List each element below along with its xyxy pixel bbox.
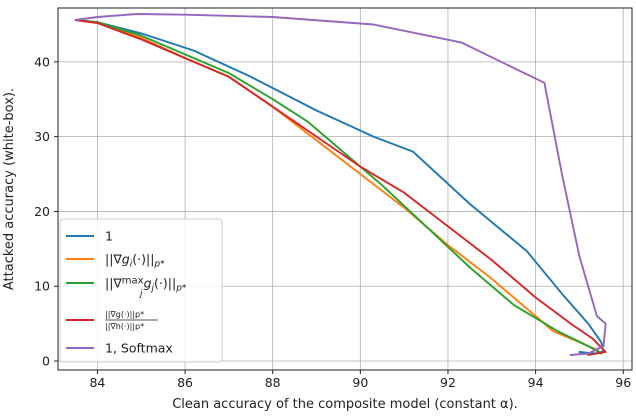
- legend: 1 ||∇gi(·)||p* ||∇maxgj(·)||p*j ||∇g(·)||p*…: [59, 218, 223, 363]
- y-tick-label: 0: [42, 354, 50, 369]
- series-line-4: [74, 13, 607, 356]
- y-tick-label: 20: [34, 204, 50, 219]
- x-axis-label: Clean accuracy of the composite model (c…: [172, 397, 518, 412]
- x-tick-label: 96: [615, 375, 631, 390]
- y-axis-label: Attacked accuracy (white-box).: [2, 88, 17, 290]
- series-line-3: [74, 19, 607, 356]
- ticks: 84 86 88 90 92 94 96 0 10 20 30 40: [34, 54, 631, 390]
- series-layer: [74, 13, 607, 356]
- legend-label-4: 1, Softmax: [105, 341, 173, 356]
- x-tick-label: 88: [265, 375, 281, 390]
- legend-box: [59, 218, 223, 363]
- x-tick-label: 86: [177, 375, 193, 390]
- y-tick-label: 10: [34, 279, 50, 294]
- y-tick-label: 30: [34, 129, 50, 144]
- legend-label-2: ||∇maxgj(·)||p*: [105, 276, 187, 294]
- legend-label-2-subscript: j: [138, 289, 143, 299]
- x-tick-label: 84: [89, 375, 105, 390]
- x-tick-label: 90: [352, 375, 368, 390]
- series-line-2: [74, 19, 603, 355]
- legend-label-1: ||∇gi(·)||p*: [105, 252, 165, 270]
- legend-label-0: 1: [105, 229, 113, 244]
- legend-label-3: ||∇g(·)||p*: [105, 310, 144, 319]
- plot-frame: [57, 7, 633, 371]
- x-tick-label: 92: [440, 375, 456, 390]
- legend-label-3-denominator: ||∇h(·)||p*: [105, 322, 144, 331]
- x-tick-label: 94: [528, 375, 544, 390]
- y-tick-label: 40: [34, 54, 50, 69]
